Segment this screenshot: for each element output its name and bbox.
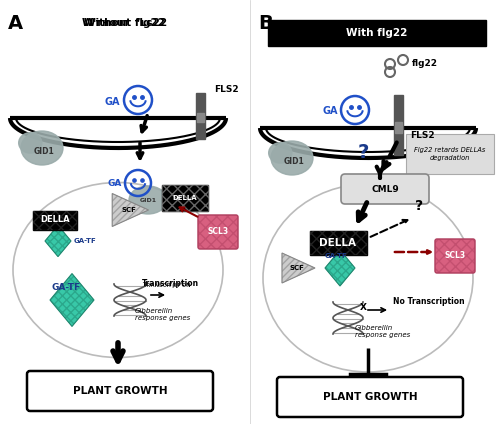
FancyBboxPatch shape: [406, 134, 494, 174]
Text: DELLA: DELLA: [40, 215, 70, 224]
Bar: [196, 93, 204, 139]
Ellipse shape: [129, 186, 167, 214]
Text: SCF: SCF: [290, 265, 304, 271]
FancyBboxPatch shape: [33, 210, 77, 229]
Text: GA: GA: [104, 97, 120, 107]
FancyBboxPatch shape: [27, 371, 213, 411]
Bar: [394, 95, 402, 155]
Text: Wᴵᴛʜᴏᴜᴛ  ᶠʟɢ22: Wᴵᴛʜᴏᴜᴛ ᶠʟɢ22: [82, 18, 168, 28]
Text: CML9: CML9: [371, 184, 399, 193]
Polygon shape: [112, 193, 148, 226]
Text: Tʀᴀɴѕсʀᴵρтᴵᴏɴ: Tʀᴀɴѕсʀᴵρтᴵᴏɴ: [142, 281, 190, 287]
Polygon shape: [325, 250, 355, 286]
Polygon shape: [282, 253, 315, 283]
Text: With flg22: With flg22: [346, 28, 408, 38]
Text: GA: GA: [322, 106, 338, 116]
Text: flg22: flg22: [412, 59, 438, 69]
Text: ?: ?: [358, 143, 370, 162]
FancyBboxPatch shape: [341, 174, 429, 204]
Text: Flg22 retards DELLAs
degradation: Flg22 retards DELLAs degradation: [414, 148, 486, 161]
Text: B: B: [258, 14, 273, 33]
Text: GA-TF: GA-TF: [52, 284, 81, 293]
Text: PLANT GROWTH: PLANT GROWTH: [72, 386, 168, 396]
FancyBboxPatch shape: [277, 377, 463, 417]
Text: GID1: GID1: [34, 147, 54, 156]
Text: Gibberellin
response genes: Gibberellin response genes: [355, 325, 410, 338]
Text: ?: ?: [415, 199, 423, 213]
Text: Without flg22: Without flg22: [84, 18, 166, 28]
Ellipse shape: [18, 133, 42, 153]
Ellipse shape: [268, 143, 292, 163]
Polygon shape: [45, 226, 71, 257]
Text: DELLA: DELLA: [320, 238, 356, 248]
Bar: [394, 122, 402, 133]
Bar: [268, 20, 486, 46]
Text: SCL3: SCL3: [208, 228, 229, 237]
Text: A: A: [8, 14, 23, 33]
Text: Gibberellin
response genes: Gibberellin response genes: [135, 308, 190, 321]
Text: PLANT GROWTH: PLANT GROWTH: [322, 392, 418, 402]
Text: GA-TF: GA-TF: [74, 238, 97, 244]
Ellipse shape: [271, 141, 313, 175]
FancyBboxPatch shape: [162, 185, 208, 211]
FancyBboxPatch shape: [435, 239, 475, 273]
Polygon shape: [50, 273, 94, 326]
Text: GA-TF: GA-TF: [325, 253, 348, 259]
Ellipse shape: [21, 131, 63, 165]
Text: GID1: GID1: [140, 198, 156, 203]
Text: GA: GA: [108, 179, 122, 189]
FancyBboxPatch shape: [310, 231, 366, 255]
Text: FLS2: FLS2: [410, 131, 434, 140]
Text: GID1: GID1: [284, 156, 304, 165]
FancyBboxPatch shape: [198, 215, 238, 249]
Text: SCF: SCF: [122, 207, 136, 213]
Text: X: X: [360, 304, 366, 312]
Text: FLS2: FLS2: [214, 86, 238, 95]
Bar: [196, 113, 203, 122]
Text: SCL3: SCL3: [444, 251, 466, 260]
Text: DELLA: DELLA: [172, 195, 198, 201]
Text: No Transcription: No Transcription: [393, 298, 464, 307]
Text: Transcription: Transcription: [142, 279, 199, 288]
